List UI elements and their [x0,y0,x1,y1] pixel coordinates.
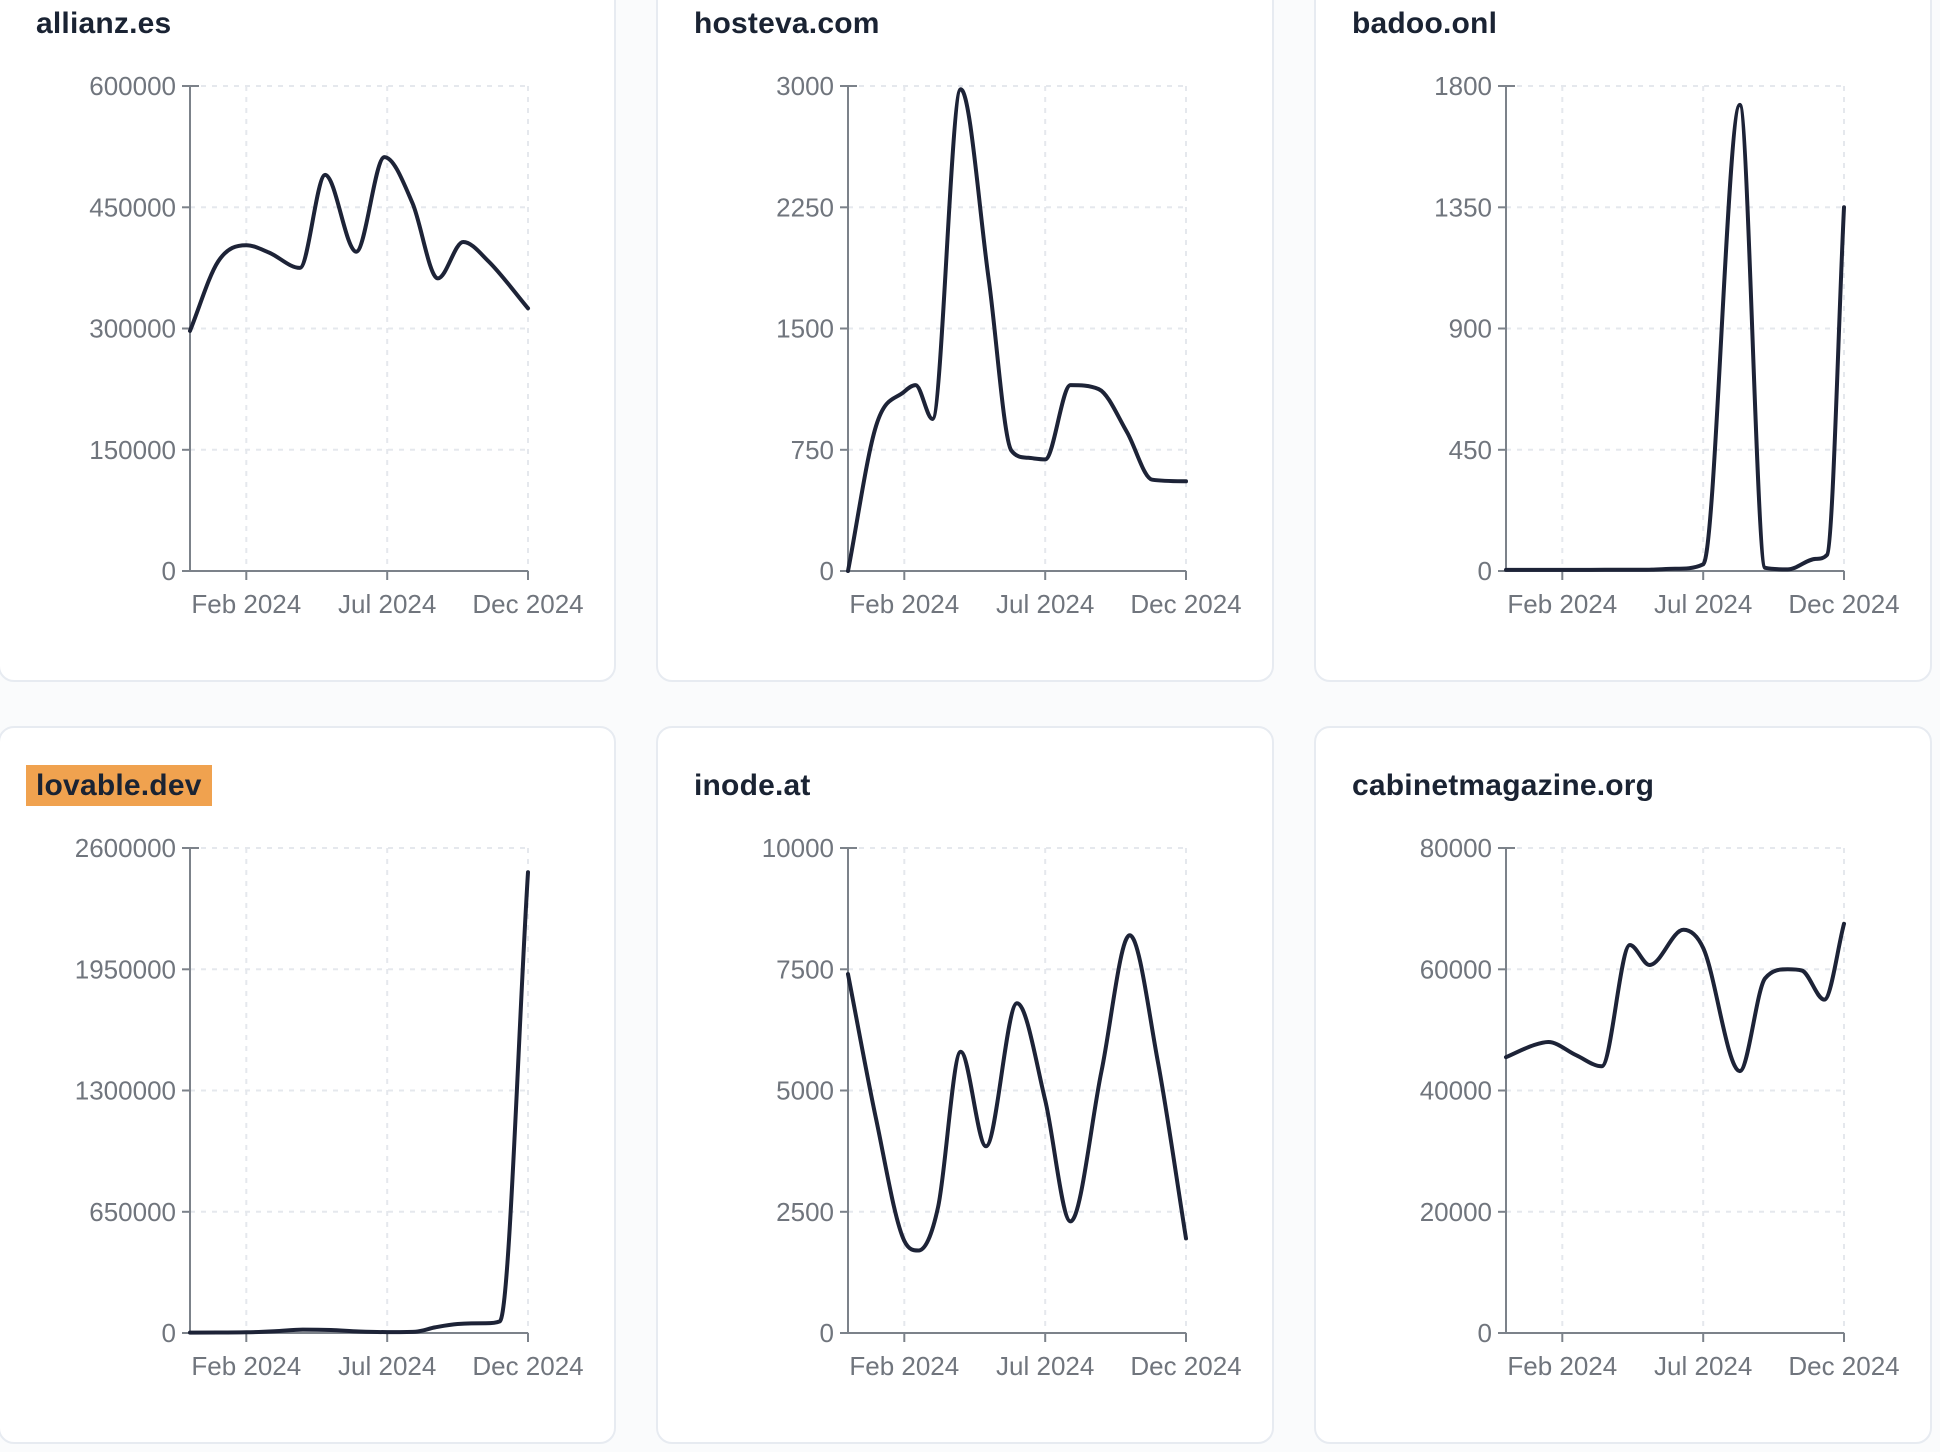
x-tick-label: Dec 2024 [472,1351,583,1381]
x-tick-label: Jul 2024 [1654,1351,1752,1381]
x-tick-label: Dec 2024 [472,589,583,619]
y-tick-label: 3000 [776,71,834,101]
domain-name: cabinetmagazine.org [1352,769,1655,802]
y-tick-label: 300000 [89,314,176,344]
traffic-line-chart: 0 20000 40000 60000 80000 Feb 2024 Jul 2024 Dec… [1420,833,1900,1381]
series-line [846,933,1188,1253]
y-tick-label: 0 [1478,1318,1492,1348]
y-tick-label: 1950000 [75,954,176,984]
card-title: cabinetmagazine.org [1352,768,1654,804]
y-tick-label: 2600000 [75,833,176,863]
domain-chart-card[interactable]: allianz.es 0 150000 300000 450000 600000 Feb … [0,0,616,682]
x-tick-label: Feb 2024 [1507,1351,1617,1381]
x-tick-label: Feb 2024 [191,1351,301,1381]
y-tick-label: 450000 [89,192,176,222]
domain-name: lovable.dev [26,765,212,806]
y-tick-label: 5000 [776,1076,834,1106]
x-tick-label: Feb 2024 [1507,589,1617,619]
traffic-line-chart: 0 750 1500 2250 3000 Feb 2024 Jul 2024 Dec 2024 [776,71,1242,619]
y-tick-label: 0 [1478,556,1492,586]
domain-chart-card[interactable]: lovable.dev 0 650000 1300000 1950000 2600000… [0,726,616,1444]
domain-name: allianz.es [36,7,172,40]
y-tick-label: 0 [820,1318,834,1348]
y-tick-label: 1800 [1434,71,1492,101]
domain-name: inode.at [694,769,811,802]
y-tick-label: 20000 [1420,1197,1492,1227]
y-tick-label: 150000 [89,435,176,465]
x-tick-label: Jul 2024 [338,589,436,619]
y-tick-label: 40000 [1420,1076,1492,1106]
x-tick-label: Dec 2024 [1130,589,1241,619]
series-line [1504,921,1846,1074]
card-title: badoo.onl [1352,6,1497,42]
y-tick-label: 0 [162,556,176,586]
domain-chart-card[interactable]: hosteva.com 0 750 1500 2250 3000 Feb 2024 Jul … [656,0,1274,682]
traffic-line-chart: 0 2500 5000 7500 10000 Feb 2024 Jul 2024 Dec 20… [762,833,1242,1381]
y-tick-label: 1300000 [75,1076,176,1106]
domain-name: badoo.onl [1352,7,1498,40]
y-tick-label: 2250 [776,192,834,222]
y-tick-label: 0 [820,556,834,586]
y-tick-label: 1500 [776,314,834,344]
y-tick-label: 10000 [762,833,834,863]
x-tick-label: Jul 2024 [996,1351,1094,1381]
domain-chart-card[interactable]: inode.at 0 2500 5000 7500 10000 Feb 2024 Jul 2… [656,726,1274,1444]
y-tick-label: 650000 [89,1197,176,1227]
traffic-line-chart: 0 150000 300000 450000 600000 Feb 2024 Jul 202… [89,71,583,619]
card-title: lovable.dev [26,765,212,806]
series-line [188,155,530,333]
x-tick-label: Dec 2024 [1130,1351,1241,1381]
card-title: allianz.es [36,6,171,42]
x-tick-label: Dec 2024 [1788,1351,1899,1381]
y-tick-label: 1350 [1434,192,1492,222]
x-tick-label: Dec 2024 [1788,589,1899,619]
y-tick-label: 450 [1449,435,1492,465]
card-title: inode.at [694,768,811,804]
y-tick-label: 80000 [1420,833,1492,863]
series-line [188,870,530,1335]
y-tick-label: 600000 [89,71,176,101]
y-tick-label: 2500 [776,1197,834,1227]
x-tick-label: Jul 2024 [996,589,1094,619]
traffic-line-chart: 0 450 900 1350 1800 Feb 2024 Jul 2024 Dec 2024 [1434,71,1900,619]
y-tick-label: 7500 [776,954,834,984]
x-tick-label: Jul 2024 [338,1351,436,1381]
y-tick-label: 750 [791,435,834,465]
x-tick-label: Feb 2024 [191,589,301,619]
card-title: hosteva.com [694,6,880,42]
series-line [846,87,1188,573]
domain-chart-card[interactable]: cabinetmagazine.org 0 20000 40000 60000 8000… [1314,726,1932,1444]
traffic-line-chart: 0 650000 1300000 1950000 2600000 Feb 2024 Jul … [75,833,584,1381]
domain-chart-card[interactable]: badoo.onl 0 450 900 1350 1800 Feb 2024 Jul 202… [1314,0,1932,682]
y-tick-label: 60000 [1420,954,1492,984]
y-tick-label: 0 [162,1318,176,1348]
x-tick-label: Feb 2024 [849,589,959,619]
domain-name: hosteva.com [694,7,880,40]
y-tick-label: 900 [1449,314,1492,344]
series-line [1504,102,1846,572]
x-tick-label: Jul 2024 [1654,589,1752,619]
x-tick-label: Feb 2024 [849,1351,959,1381]
